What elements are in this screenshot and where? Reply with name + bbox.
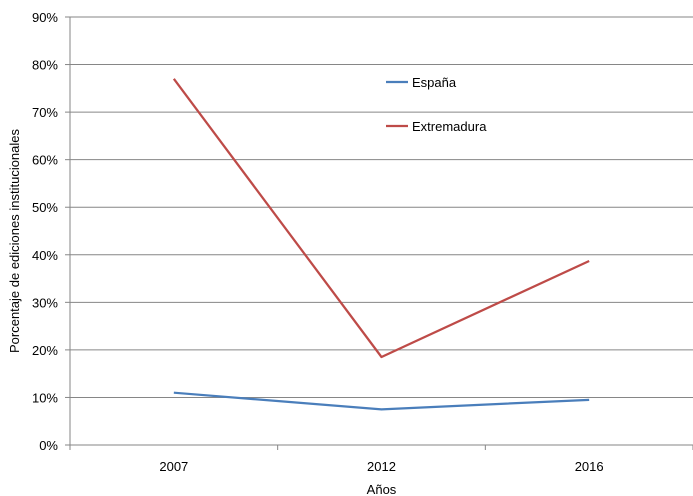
y-tick-label: 0% [39,438,58,453]
y-tick-label: 70% [32,105,58,120]
x-axis-title: Años [367,482,397,496]
x-tick-marks [69,445,693,450]
series-line [173,391,590,411]
series-line [172,78,590,359]
y-tick-label: 80% [32,58,58,73]
y-axis-title: Porcentaje de ediciones institucionales [7,128,22,353]
y-tick-label: 40% [32,248,58,263]
y-tick-label: 10% [32,390,58,405]
series-lines [172,78,590,411]
legend: España Extremadura [386,75,487,134]
legend-label: Extremadura [412,119,487,134]
y-tick-label: 60% [32,153,58,168]
y-tick-labels: 0% 10% 20% 30% 40% 50% 60% 70% 80% 90% [32,10,58,453]
x-tick-label: 2016 [575,459,604,474]
y-tick-label: 30% [32,295,58,310]
y-tick-label: 90% [32,10,58,25]
y-tick-label: 50% [32,200,58,215]
gridlines [65,16,693,446]
axes [69,17,693,446]
x-tick-label: 2007 [159,459,188,474]
x-tick-label: 2012 [367,459,396,474]
y-tick-label: 20% [32,343,58,358]
x-tick-labels: 2007 2012 2016 [159,459,603,474]
legend-label: España [412,75,457,90]
